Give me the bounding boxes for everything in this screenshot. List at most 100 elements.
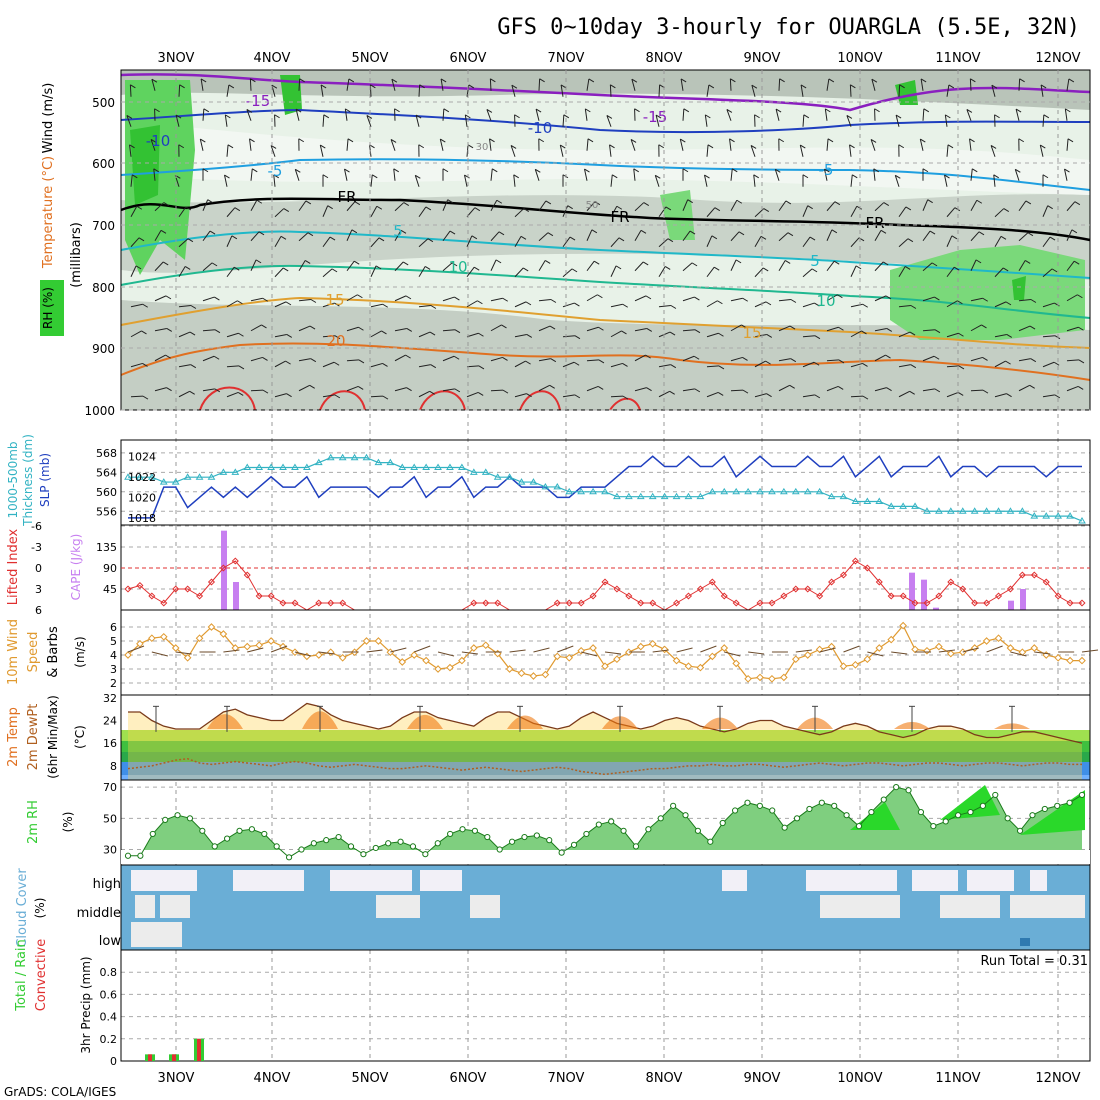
- lifted-index-point: [279, 599, 287, 607]
- wind-barb: [874, 387, 887, 392]
- wind-barb-flag: [249, 138, 255, 143]
- wind-barb-flag: [376, 205, 383, 210]
- rh-point: [471, 827, 479, 834]
- contour-label: -10: [528, 119, 553, 137]
- precip-panel: Run Total = 0.31: [120, 949, 1091, 1062]
- wind-barb-flag: [975, 259, 982, 264]
- lifted-index-point: [184, 585, 192, 593]
- wind-barb: [778, 260, 786, 272]
- wind-barb-flag: [402, 261, 409, 266]
- wind-barb: [994, 301, 1007, 308]
- wind-speed-point: [744, 674, 752, 683]
- wind10-barb: [437, 651, 455, 657]
- temp-peak: [507, 715, 543, 729]
- wind-barb-flag: [513, 174, 520, 179]
- wind-barb-flag: [415, 114, 422, 119]
- wind-barb-flag: [665, 206, 672, 211]
- wind-barb: [562, 335, 575, 338]
- wind-barb: [774, 169, 780, 181]
- wind-barb: [922, 108, 925, 121]
- wind-barb: [1066, 78, 1070, 91]
- wind-barb: [298, 200, 307, 212]
- wind-barb-flag: [262, 357, 268, 361]
- lifted-index-point: [601, 578, 609, 586]
- wind-barb-flag: [778, 138, 785, 143]
- thickness-point: [517, 478, 526, 485]
- minmax-axis-label: (6hr Min/Max): [46, 695, 60, 779]
- rh-area: [128, 787, 1082, 858]
- wind-barb: [898, 331, 911, 338]
- wind-barb: [562, 302, 575, 308]
- lifted-index-line: [127, 560, 1082, 611]
- precip-tick-label: 0.2: [100, 1033, 118, 1046]
- wind-speed-point: [958, 648, 967, 657]
- wind-barb-flag: [526, 334, 533, 338]
- wind-speed-point: [863, 655, 872, 664]
- wind-barb-flag: [669, 331, 676, 336]
- contour-label: -5: [268, 162, 283, 180]
- day-label-bottom: 3NOV: [158, 1071, 195, 1086]
- wind-speed-point: [1006, 644, 1015, 652]
- wind-barb-flag: [970, 78, 976, 83]
- wind-barb: [370, 362, 383, 368]
- wind10-barb: [962, 647, 979, 653]
- wind-barb-flag: [478, 332, 484, 337]
- wind10-barb: [247, 647, 264, 653]
- wind-barb: [631, 79, 636, 91]
- wind-speed-point: [136, 639, 144, 648]
- lifted-index-point: [1006, 585, 1014, 593]
- pressure-tick-label: 500: [92, 96, 115, 110]
- wind-barb: [800, 84, 804, 97]
- wind-barb-flag: [904, 266, 911, 270]
- wind-barb: [418, 84, 421, 97]
- wind-speed-point: [887, 635, 896, 644]
- wind-barb-flag: [800, 84, 807, 89]
- wind-barb-flag: [150, 138, 157, 143]
- rh-point: [880, 796, 887, 803]
- thickness-point: [1042, 512, 1051, 519]
- wind-barb-flag: [310, 358, 317, 363]
- wind-barb: [391, 79, 396, 91]
- wind10-barb: [700, 645, 717, 653]
- wind-barb-flag: [803, 114, 810, 119]
- day-label-top: 3NOV: [158, 51, 195, 66]
- wind-barb-flag: [333, 361, 340, 366]
- wind-barb-flag: [138, 237, 145, 242]
- wind-barb-flag: [353, 260, 360, 265]
- wind-barb-flag: [334, 394, 341, 399]
- wind-barb-flag: [584, 168, 590, 173]
- wind-barb: [655, 114, 660, 127]
- thickness-point: [744, 487, 752, 495]
- wind-barb: [634, 387, 647, 392]
- wind-barb-flag: [927, 199, 933, 204]
- wind-barb-flag: [334, 335, 341, 340]
- wind-barb-flag: [785, 200, 792, 205]
- pressure-axis-label: (millibars): [69, 222, 84, 288]
- wind-barb-flag: [707, 144, 714, 149]
- wind-barb: [274, 301, 287, 308]
- wind-barb: [538, 260, 546, 272]
- wind-barb: [946, 144, 949, 157]
- thickness-point: [636, 492, 645, 500]
- wind-barb-flag: [357, 386, 364, 390]
- rh-point: [124, 852, 132, 859]
- wind-barb-flag: [560, 84, 567, 89]
- rh-point: [1016, 827, 1024, 834]
- wind-barb-flag: [261, 324, 267, 329]
- wind-speed-point: [923, 646, 931, 655]
- wind-barb: [466, 332, 479, 338]
- lifted-index-point: [780, 592, 788, 600]
- wind-barb: [846, 115, 852, 127]
- thickness-tick-label: 556: [96, 505, 117, 518]
- wind-barb-flag: [283, 208, 290, 212]
- wind-barb: [730, 389, 744, 392]
- wind-barb: [874, 202, 885, 212]
- wind-speed-point: [195, 634, 204, 643]
- wind-barb-flag: [610, 84, 616, 89]
- wind-barb: [514, 360, 526, 368]
- rh-point: [769, 807, 776, 814]
- wind-barb: [874, 230, 882, 242]
- wind-barb-flag: [718, 365, 725, 370]
- wind-barb: [513, 174, 516, 187]
- wind-speed-point: [481, 641, 490, 650]
